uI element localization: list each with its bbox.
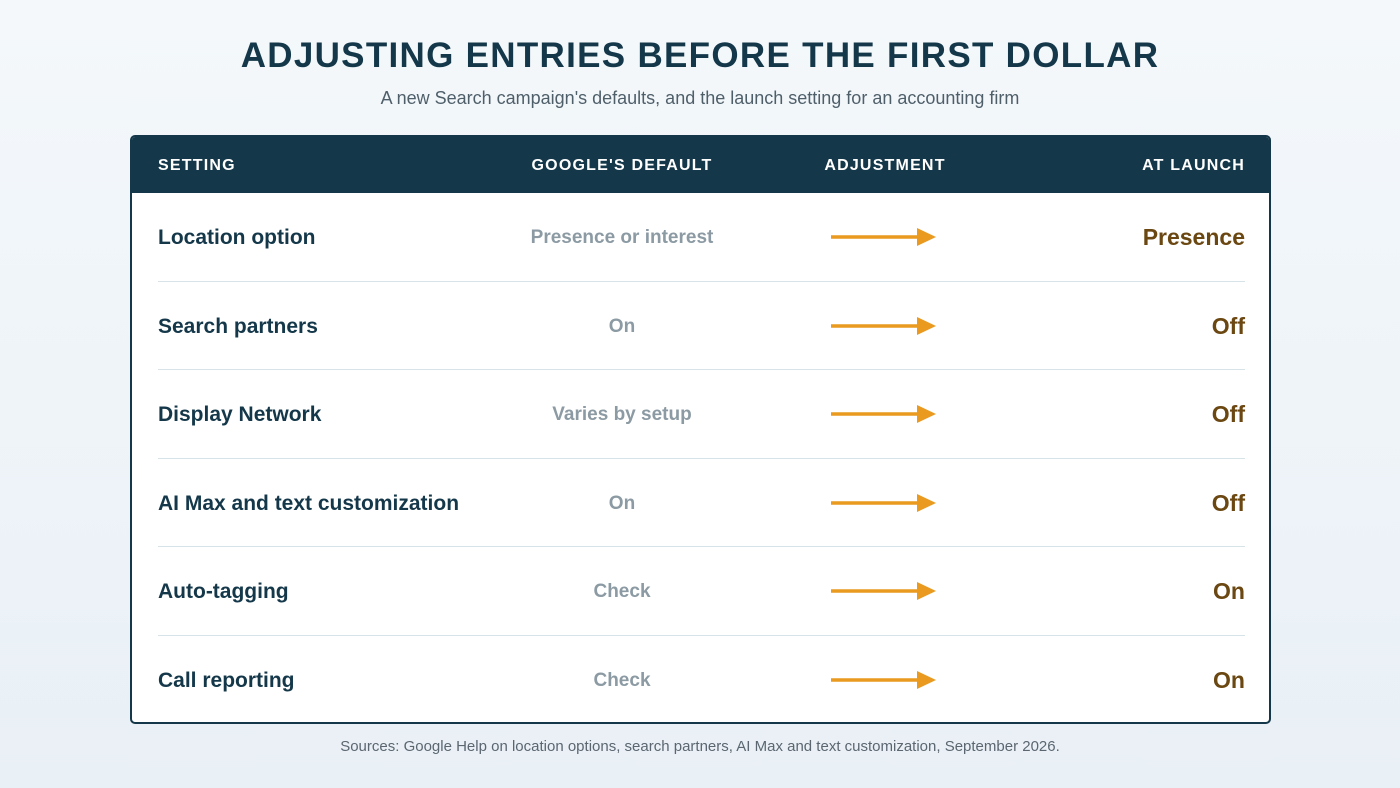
page-title: ADJUSTING ENTRIES BEFORE THE FIRST DOLLA…: [240, 36, 1160, 75]
default-value: Check: [593, 669, 651, 691]
default-value: Varies by setup: [552, 404, 692, 425]
column-header-launch: AT LAUNCH: [1142, 157, 1245, 174]
sources-footnote: Sources: Google Help on location options…: [340, 738, 1060, 755]
column-header-default: GOOGLE'S DEFAULT: [531, 157, 713, 174]
table-header: SETTING GOOGLE'S DEFAULT ADJUSTMENT AT L…: [132, 137, 1269, 193]
setting-name: Display Network: [158, 403, 322, 426]
launch-value: Presence: [1142, 224, 1245, 250]
settings-table: SETTING GOOGLE'S DEFAULT ADJUSTMENT AT L…: [130, 135, 1271, 724]
setting-name: Auto-tagging: [158, 580, 289, 603]
launch-value: Off: [1211, 401, 1245, 427]
launch-value: On: [1213, 666, 1245, 693]
table-body: Location option Presence or interest Pre…: [132, 193, 1269, 723]
table-row: Call reporting Check On: [158, 636, 1245, 723]
default-value: Check: [593, 581, 651, 602]
arrow-right-icon: [831, 547, 937, 634]
arrow-right-icon: [831, 193, 937, 280]
setting-name: Call reporting: [158, 668, 295, 692]
setting-name: AI Max and text customization: [158, 491, 460, 515]
default-value: Presence or interest: [530, 227, 714, 248]
table-row: Search partners On Off: [158, 282, 1245, 370]
table-row: Location option Presence or interest Pre…: [158, 193, 1245, 282]
arrow-right-icon: [831, 370, 937, 457]
column-header-setting: SETTING: [158, 157, 236, 174]
table-row: Display Network Varies by setup Off: [158, 370, 1245, 459]
launch-value: Off: [1211, 312, 1245, 339]
page-subtitle: A new Search campaign's defaults, and th…: [380, 88, 1020, 108]
table-row: Auto-tagging Check On: [158, 547, 1245, 636]
table-row: AI Max and text customization On Off: [158, 459, 1245, 547]
arrow-right-icon: [831, 636, 937, 723]
setting-name: Location option: [158, 226, 316, 249]
default-value: On: [608, 315, 636, 337]
arrow-right-icon: [831, 282, 937, 369]
launch-value: On: [1213, 578, 1245, 604]
setting-name: Search partners: [158, 314, 318, 338]
column-header-adjustment: ADJUSTMENT: [824, 157, 946, 174]
launch-value: Off: [1211, 489, 1245, 516]
arrow-right-icon: [831, 459, 937, 546]
default-value: On: [608, 492, 636, 514]
